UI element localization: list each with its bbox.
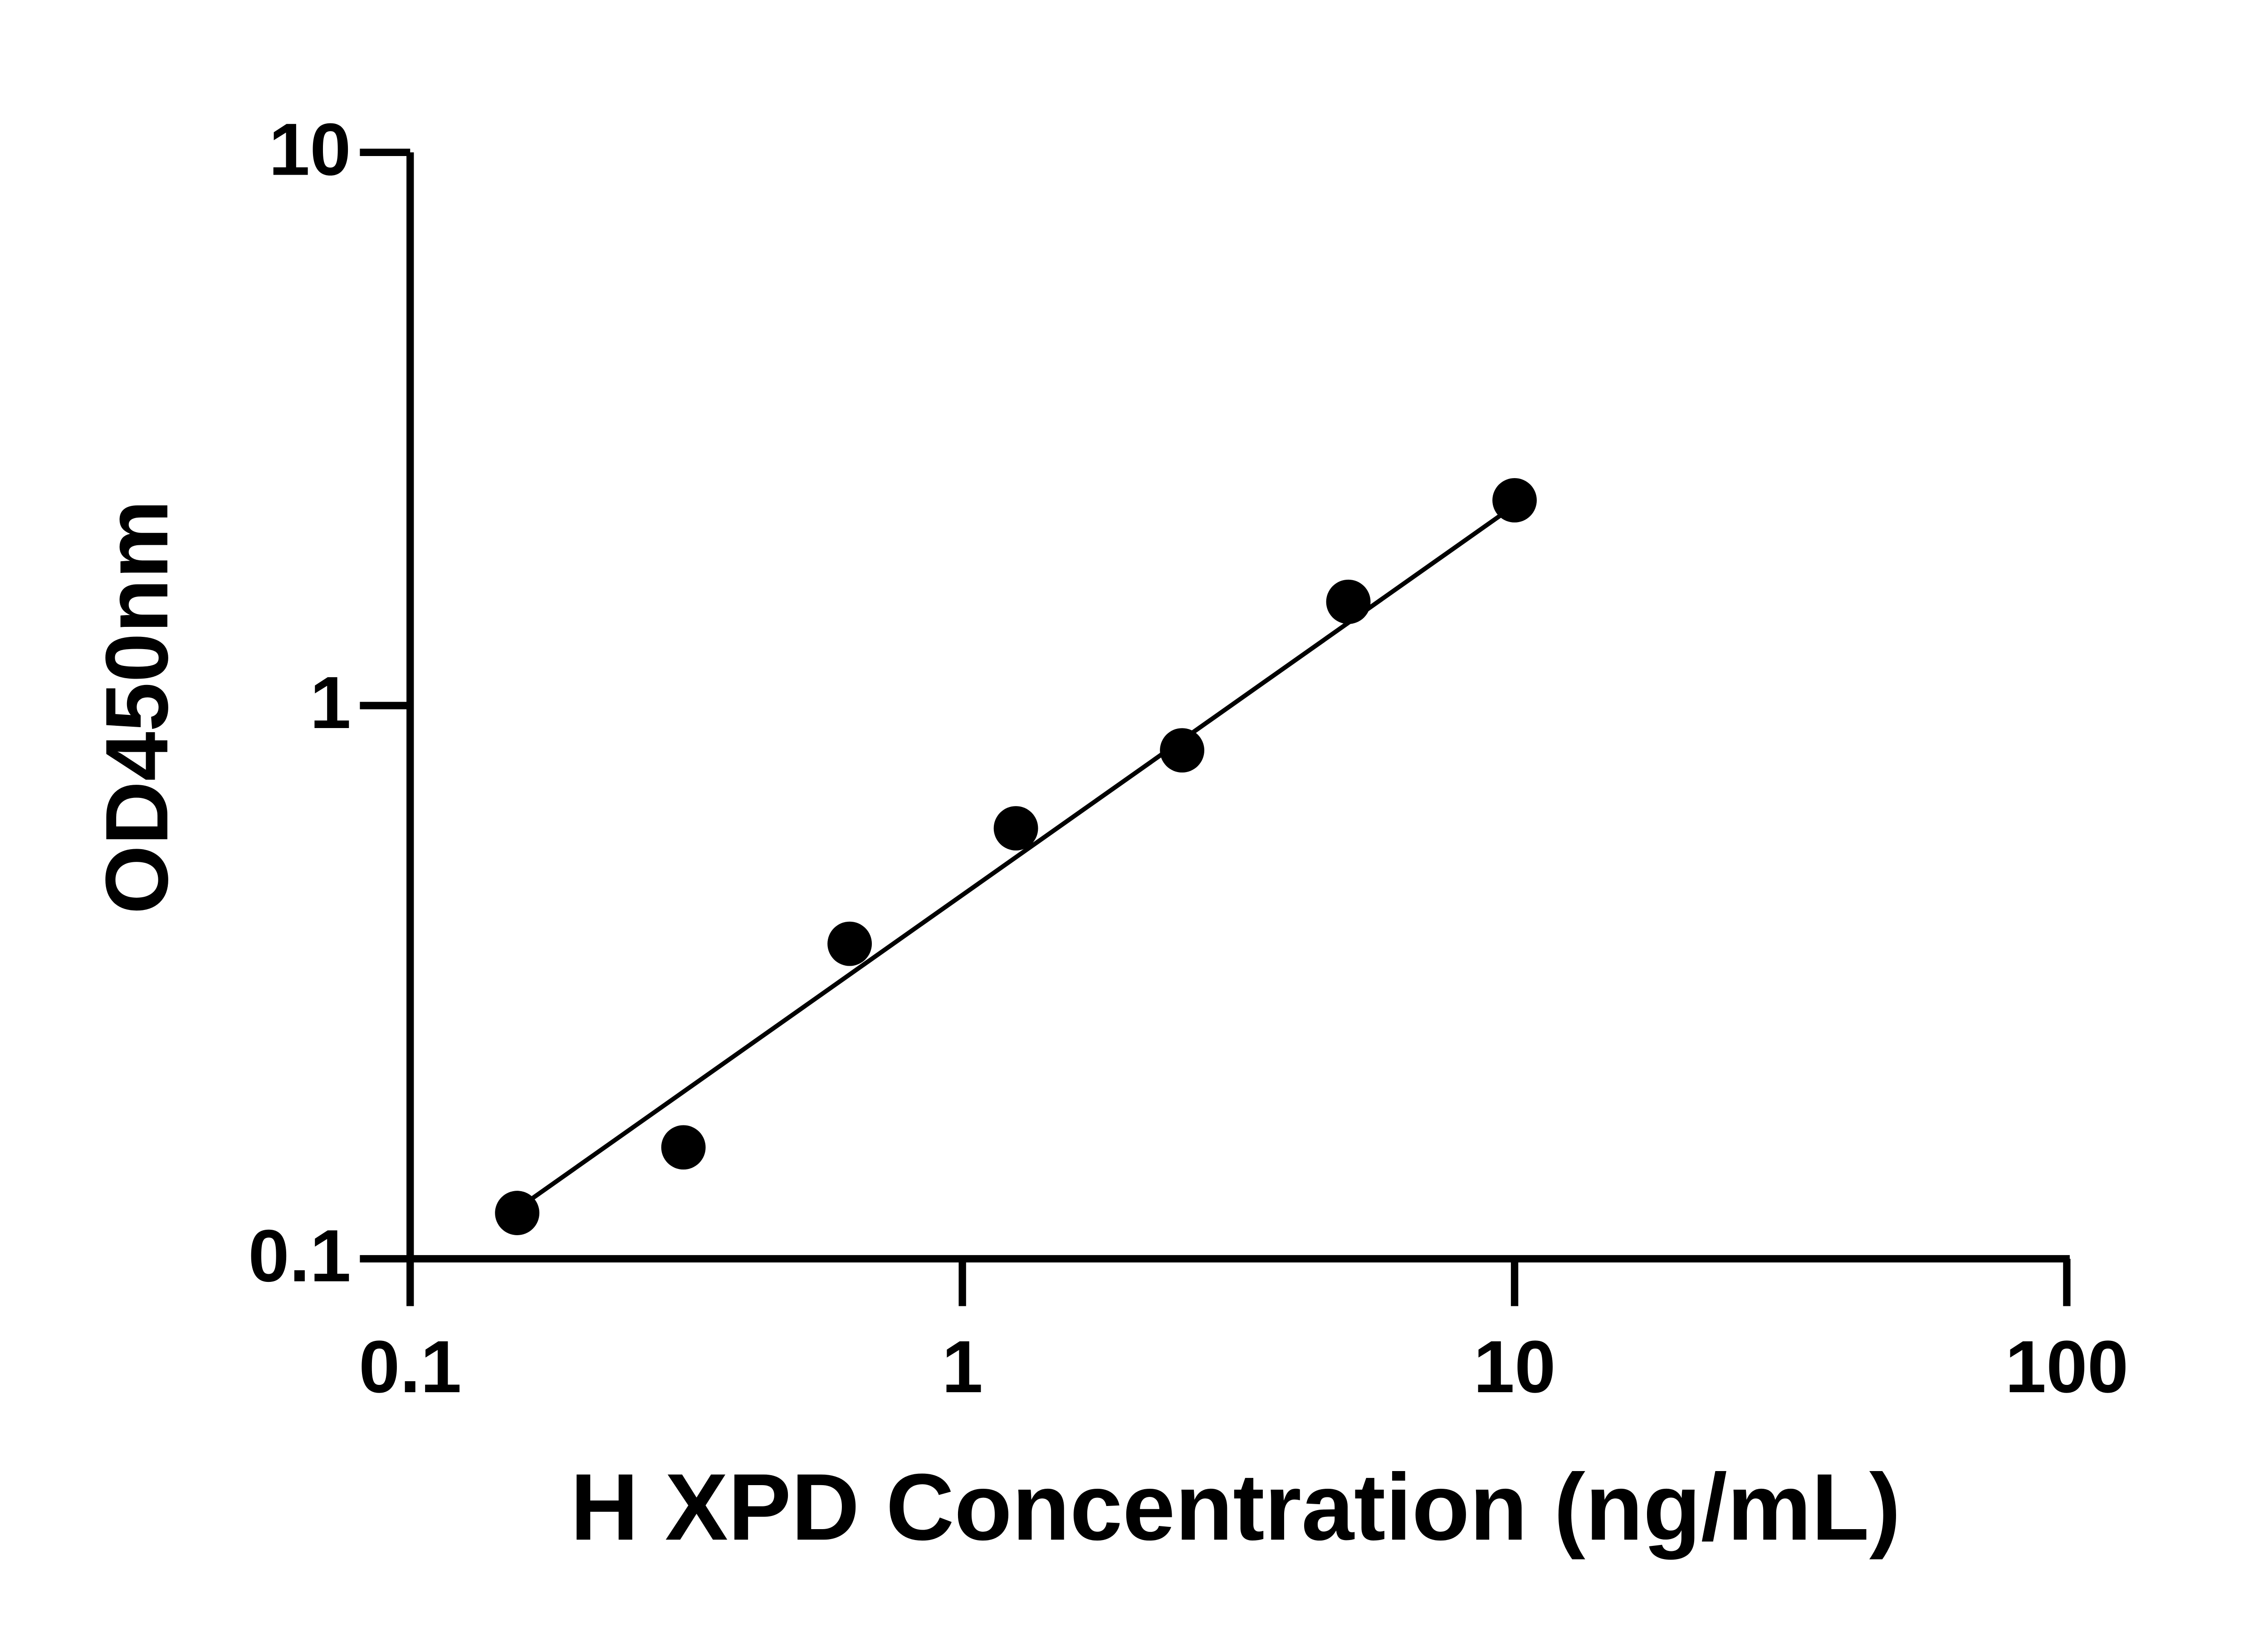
axes — [406, 152, 2070, 1263]
data-point — [661, 1125, 706, 1170]
data-point — [1326, 579, 1371, 624]
data-point — [993, 806, 1038, 851]
data-point — [1492, 478, 1537, 523]
y-tick-label: 0.1 — [248, 1214, 351, 1297]
x-axis-title: H XPD Concentration (ng/mL) — [570, 1454, 1901, 1560]
y-tick-label: 1 — [310, 661, 351, 744]
y-tick-label: 10 — [269, 108, 351, 191]
x-tick-label: 10 — [1473, 1325, 1555, 1408]
y-axis-title: OD450nm — [88, 500, 186, 914]
data-point — [1160, 728, 1204, 773]
data-point — [495, 1191, 540, 1235]
x-tick-label: 0.1 — [359, 1325, 462, 1408]
x-tick-label: 100 — [2005, 1325, 2128, 1408]
data-point — [827, 921, 872, 966]
x-tick-label: 1 — [942, 1325, 983, 1408]
